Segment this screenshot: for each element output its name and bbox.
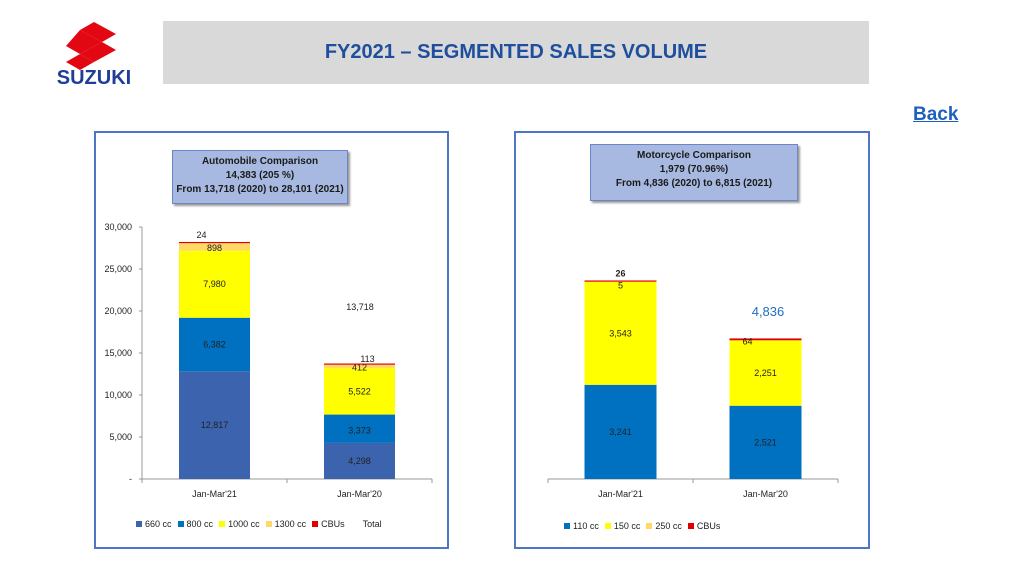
bar-segment-800-cc xyxy=(179,317,250,372)
data-label-1000-cc: 7,980 xyxy=(203,279,226,289)
legend-label: 1000 cc xyxy=(228,519,260,529)
motorcycle-summary-box: Motorcycle Comparison 1,979 (70.96%) Fro… xyxy=(590,144,798,201)
bar-segment-150-cc xyxy=(584,281,657,385)
data-label-110-cc: 3,241 xyxy=(609,427,632,437)
y-tick-label: 25,000 xyxy=(104,264,132,274)
x-tick-label: Jan-Mar'21 xyxy=(192,489,237,499)
legend-swatch xyxy=(219,521,226,527)
legend-swatch xyxy=(265,521,272,527)
bar-segment-110-cc xyxy=(729,405,802,479)
legend-label: CBUs xyxy=(321,519,345,529)
title-bar: FY2021 – SEGMENTED SALES VOLUME xyxy=(163,21,869,84)
suzuki-s-emblem-icon: SUZUKI xyxy=(57,22,131,89)
data-label-800-cc: 6,382 xyxy=(203,340,226,350)
legend-swatch xyxy=(564,523,570,529)
data-label-150-cc: 3,543 xyxy=(609,328,632,338)
legend-label: 150 cc xyxy=(613,521,641,531)
bar-segment-800-cc xyxy=(324,414,395,443)
y-tick-label: 5,000 xyxy=(109,432,132,442)
bar-segment-cbus xyxy=(324,363,395,365)
motorcycle-chart-panel: Motorcycle Comparison 1,979 (70.96%) Fro… xyxy=(514,131,870,549)
motorcycle-legend: 110 cc 150 cc 250 cc CBUs xyxy=(564,521,720,531)
legend-item-cbus: CBUs xyxy=(687,521,721,531)
bar-segment-110-cc xyxy=(584,384,657,479)
summary-change: 1,979 (70.96%) xyxy=(659,164,729,175)
data-label-150-cc: 2,251 xyxy=(754,368,777,378)
suzuki-logo: SUZUKI xyxy=(42,20,146,90)
x-tick-label: Jan-Mar'20 xyxy=(337,489,382,499)
data-label-250-cc: 5 xyxy=(618,281,623,291)
summary-range: From 4,836 (2020) to 6,815 (2021) xyxy=(615,178,773,189)
legend-item-250-cc: 250 cc xyxy=(646,521,682,531)
bar-segment-1000-cc xyxy=(324,368,395,415)
bar-segment-cbus xyxy=(179,241,250,244)
x-tick-label: Jan-Mar'21 xyxy=(598,489,643,499)
legend-label: 250 cc xyxy=(655,521,682,531)
motorcycle-stacked-bar-chart: 3,241 3,543 5 26 Jan-Mar'21 2,521 2,251 64 Jan-M… xyxy=(547,268,839,499)
legend-label: 800 cc xyxy=(186,519,214,529)
data-label-cbus: 113 xyxy=(360,354,374,364)
data-label-cbus: 64 xyxy=(742,336,752,346)
legend-swatch xyxy=(604,523,611,529)
legend-swatch xyxy=(136,521,142,527)
summary-change: 14,383 (205 %) xyxy=(225,170,295,181)
y-tick-label: 10,000 xyxy=(104,390,132,400)
legend-item-800-cc: 800 cc xyxy=(177,519,214,529)
legend-label: CBUs xyxy=(696,521,721,531)
bar-segment-660-cc xyxy=(324,442,395,479)
total-label-jan-mar-20: 4,836 xyxy=(752,304,785,319)
back-link[interactable]: Back xyxy=(913,104,959,125)
bar-segment-1000-cc xyxy=(179,250,250,318)
bar-segment-cbus xyxy=(729,338,802,341)
legend-item-1000-cc: 1000 cc xyxy=(219,519,260,529)
summary-title: Automobile Comparison xyxy=(201,156,319,167)
legend-swatch xyxy=(687,523,694,529)
legend-item-660-cc: 660 cc xyxy=(136,519,172,529)
y-tick-label: 20,000 xyxy=(104,306,132,316)
total-label-jan-mar-20: 13,718 xyxy=(346,302,374,312)
legend-item-150-cc: 150 cc xyxy=(604,521,641,531)
data-label-cbus: 26 xyxy=(615,268,625,278)
legend-item-total: Total xyxy=(363,519,382,529)
page-title: FY2021 – SEGMENTED SALES VOLUME xyxy=(324,41,708,63)
data-label-110-cc: 2,521 xyxy=(754,437,777,447)
bar-segment-1300-cc xyxy=(324,364,395,369)
automobile-chart-panel: Automobile Comparison 14,383 (205 %) Fro… xyxy=(94,131,449,549)
data-label-1300-cc: 412 xyxy=(352,362,367,372)
data-label-660-cc: 4,298 xyxy=(348,456,371,466)
legend-swatch xyxy=(646,523,653,529)
bar-segment-660-cc xyxy=(179,371,250,479)
y-tick-label: 30,000 xyxy=(104,222,132,232)
bar-segment-1300-cc xyxy=(179,243,250,251)
x-tick-label: Jan-Mar'20 xyxy=(743,489,788,499)
y-tick-label: 15,000 xyxy=(104,348,132,358)
automobile-stacked-bar-chart: - 5,000 10,000 15,000 20,000 25,000 30,000 12,8… xyxy=(104,222,433,499)
summary-title: Motorcycle Comparison xyxy=(637,150,751,161)
legend-item-1300-cc: 1300 cc xyxy=(265,519,307,529)
data-label-660-cc: 12,817 xyxy=(201,420,229,430)
legend-swatch xyxy=(312,521,319,527)
automobile-summary-box: Automobile Comparison 14,383 (205 %) Fro… xyxy=(172,150,348,204)
legend-label: 110 cc xyxy=(573,521,599,531)
brand-wordmark: SUZUKI xyxy=(57,67,131,89)
data-label-1000-cc: 5,522 xyxy=(348,386,371,396)
legend-item-cbus: CBUs xyxy=(312,519,345,529)
legend-swatch xyxy=(177,521,184,527)
legend-label: 1300 cc xyxy=(274,519,307,529)
data-label-1300-cc: 898 xyxy=(207,243,222,253)
bar-segment-150-cc xyxy=(729,340,802,406)
bar-segment-cbus xyxy=(584,280,657,282)
legend-label: 660 cc xyxy=(145,519,172,529)
automobile-legend: 660 cc 800 cc 1000 cc 1300 cc CBUs Total xyxy=(136,519,382,529)
summary-range: From 13,718 (2020) to 28,101 (2021) xyxy=(176,184,344,195)
data-label-cbus: 24 xyxy=(196,230,206,240)
legend-item-110-cc: 110 cc xyxy=(564,521,599,531)
data-label-800-cc: 3,373 xyxy=(348,426,371,436)
y-tick-label: - xyxy=(129,474,132,484)
legend-label: Total xyxy=(362,519,382,529)
